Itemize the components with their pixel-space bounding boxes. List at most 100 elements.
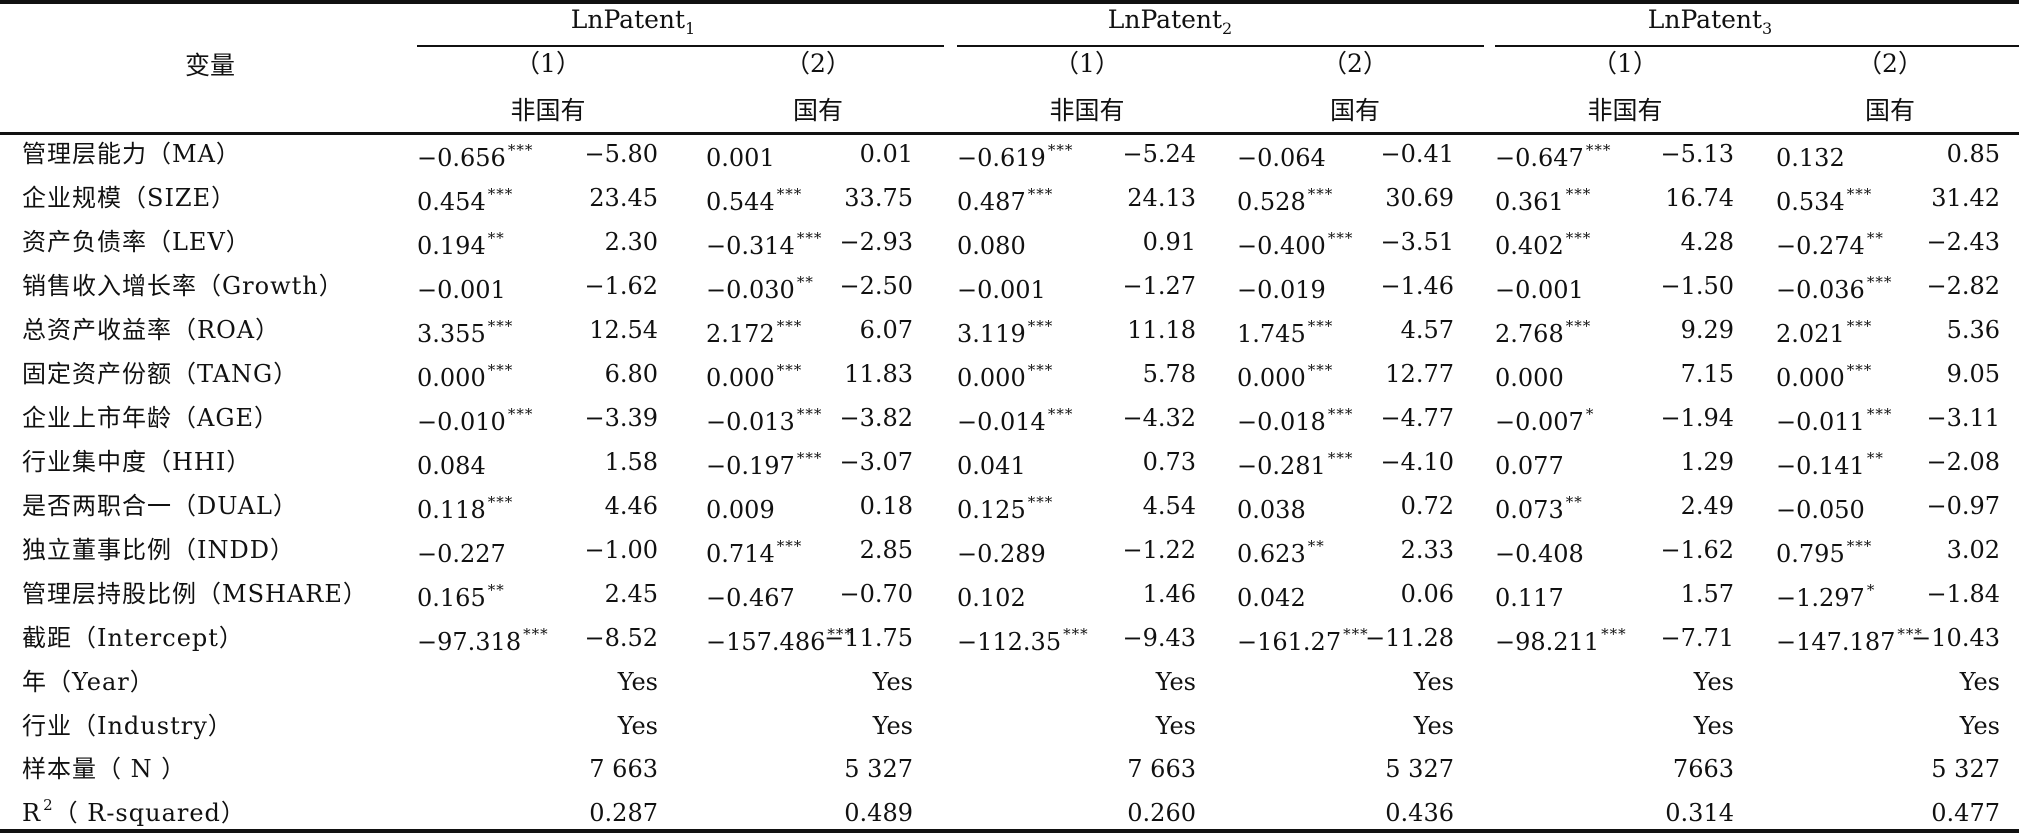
significance-stars: *** <box>1307 361 1334 379</box>
t-statistic-value: −1.00 <box>584 536 658 564</box>
column-number: （1） <box>1054 49 1120 78</box>
coefficient-value: 0.402 *** <box>1495 229 1592 261</box>
summary-row-name: 年（Year） <box>22 668 155 696</box>
coefficient-value: −0.197 *** <box>706 449 823 481</box>
t-statistic-value: −11.75 <box>824 624 913 652</box>
coefficient-value: −0.227 <box>417 540 506 568</box>
t-statistic-value: 33.75 <box>844 184 913 212</box>
t-statistic-value: −10.43 <box>1911 624 2000 652</box>
t-statistic-value: −3.11 <box>1926 404 2000 432</box>
coefficient-value: 0.000 *** <box>1237 361 1334 393</box>
coefficient-value: 0.623 ** <box>1237 537 1325 569</box>
coefficient-value: −0.408 <box>1495 540 1584 568</box>
row-variable-name: 是否两职合一（DUAL） <box>22 492 298 520</box>
t-statistic-value: −1.46 <box>1380 272 1454 300</box>
column-number: （1） <box>515 49 581 78</box>
t-statistic-value: 30.69 <box>1385 184 1454 212</box>
coefficient-value: −0.013 *** <box>706 405 823 437</box>
significance-stars: *** <box>796 405 823 423</box>
coefficient-value: 0.361 *** <box>1495 185 1592 217</box>
significance-stars: *** <box>1846 537 1873 555</box>
coefficient-value: 0.000 *** <box>1776 361 1873 393</box>
significance-stars: *** <box>776 361 803 379</box>
summary-value: Yes <box>1155 711 1196 740</box>
coefficient-value: −0.001 <box>1495 276 1584 304</box>
significance-stars: *** <box>1866 273 1893 291</box>
row-variable-name: 资产负债率（LEV） <box>22 228 251 256</box>
coefficient-value: 0.487 *** <box>957 185 1054 217</box>
t-statistic-value: 1.29 <box>1680 448 1734 476</box>
t-statistic-value: 2.30 <box>604 228 658 256</box>
summary-value: 7663 <box>1672 755 1734 783</box>
r-squared-superscript: 2 <box>43 795 54 814</box>
coefficient-value: 0.165 ** <box>417 581 505 613</box>
t-statistic-value: 9.29 <box>1680 316 1734 344</box>
row-variable-name: 固定资产份额（TANG） <box>22 360 299 388</box>
t-statistic-value: 6.80 <box>604 360 658 388</box>
summary-value: 5 327 <box>1385 755 1454 783</box>
t-statistic-value: 1.57 <box>1680 580 1734 608</box>
significance-stars: *** <box>1846 317 1873 335</box>
t-statistic-value: 2.45 <box>604 580 658 608</box>
t-statistic-value: 0.85 <box>1946 140 2000 168</box>
coefficient-value: 0.073 ** <box>1495 493 1583 525</box>
coefficient-value: 0.118 *** <box>417 493 514 525</box>
t-statistic-value: −0.70 <box>839 580 913 608</box>
coefficient-value: 1.745 *** <box>1237 317 1334 349</box>
t-statistic-value: 23.45 <box>589 184 658 212</box>
t-statistic-value: −3.07 <box>839 448 913 476</box>
summary-value: Yes <box>617 711 658 740</box>
group-header-subscript: 2 <box>1222 19 1233 38</box>
coefficient-value: −0.314 *** <box>706 229 823 261</box>
t-statistic-value: 0.72 <box>1400 492 1454 520</box>
t-statistic-value: −1.50 <box>1660 272 1734 300</box>
significance-stars: *** <box>1327 229 1354 247</box>
t-statistic-value: −1.84 <box>1926 580 2000 608</box>
t-statistic-value: −1.22 <box>1122 536 1196 564</box>
t-statistic-value: 4.46 <box>604 492 658 520</box>
significance-stars: *** <box>523 625 549 643</box>
summary-value: 7 663 <box>589 755 658 783</box>
significance-stars: *** <box>827 625 853 643</box>
coefficient-value: −0.011 *** <box>1776 405 1893 437</box>
t-statistic-value: 3.02 <box>1946 536 2000 564</box>
coefficient-value: −0.656 *** <box>417 141 534 173</box>
t-statistic-value: 16.74 <box>1665 184 1734 212</box>
t-statistic-value: 4.54 <box>1142 492 1196 520</box>
significance-stars: *** <box>1307 317 1334 335</box>
t-statistic-value: −2.08 <box>1926 448 2000 476</box>
summary-value: 0.314 <box>1665 798 1734 827</box>
column-ownership-label: 国有 <box>1864 96 1916 125</box>
t-statistic-value: 9.05 <box>1946 360 2000 388</box>
group-header-subscript: 1 <box>685 19 696 38</box>
significance-stars: *** <box>1027 185 1054 203</box>
significance-stars: *** <box>1047 141 1074 159</box>
t-statistic-value: 0.01 <box>859 140 913 168</box>
coefficient-value: −0.014 *** <box>957 405 1074 437</box>
t-statistic-value: −1.94 <box>1660 404 1734 432</box>
significance-stars: *** <box>1327 449 1354 467</box>
coefficient-value: −0.019 <box>1237 276 1326 304</box>
t-statistic-value: −4.77 <box>1380 404 1454 432</box>
coefficient-value: −0.018 *** <box>1237 405 1354 437</box>
t-statistic-value: 5.78 <box>1142 360 1196 388</box>
coefficient-value: −0.030 ** <box>706 273 814 305</box>
significance-stars: *** <box>487 185 514 203</box>
t-statistic-value: 1.58 <box>604 448 658 476</box>
significance-stars: *** <box>487 317 514 335</box>
t-statistic-value: −4.32 <box>1122 404 1196 432</box>
coefficient-value: 2.172 *** <box>706 317 803 349</box>
t-statistic-value: −7.71 <box>1660 624 1734 652</box>
coefficient-value: 0.102 <box>957 584 1026 612</box>
column-ownership-label: 非国有 <box>1587 96 1663 125</box>
coefficient-value: 0.000 <box>1495 364 1564 392</box>
summary-value: Yes <box>1959 668 2000 696</box>
coefficient-value: −97.318 *** <box>417 625 549 657</box>
coefficient-value: −0.036 *** <box>1776 273 1893 305</box>
group-header-lnpatent-2: LnPatent2 <box>1107 5 1233 38</box>
summary-value: 0.436 <box>1385 798 1454 827</box>
significance-stars: *** <box>1027 317 1054 335</box>
column-ownership-label: 非国有 <box>1049 96 1125 125</box>
t-statistic-value: −3.39 <box>584 404 658 432</box>
t-statistic-value: −3.51 <box>1380 228 1454 256</box>
